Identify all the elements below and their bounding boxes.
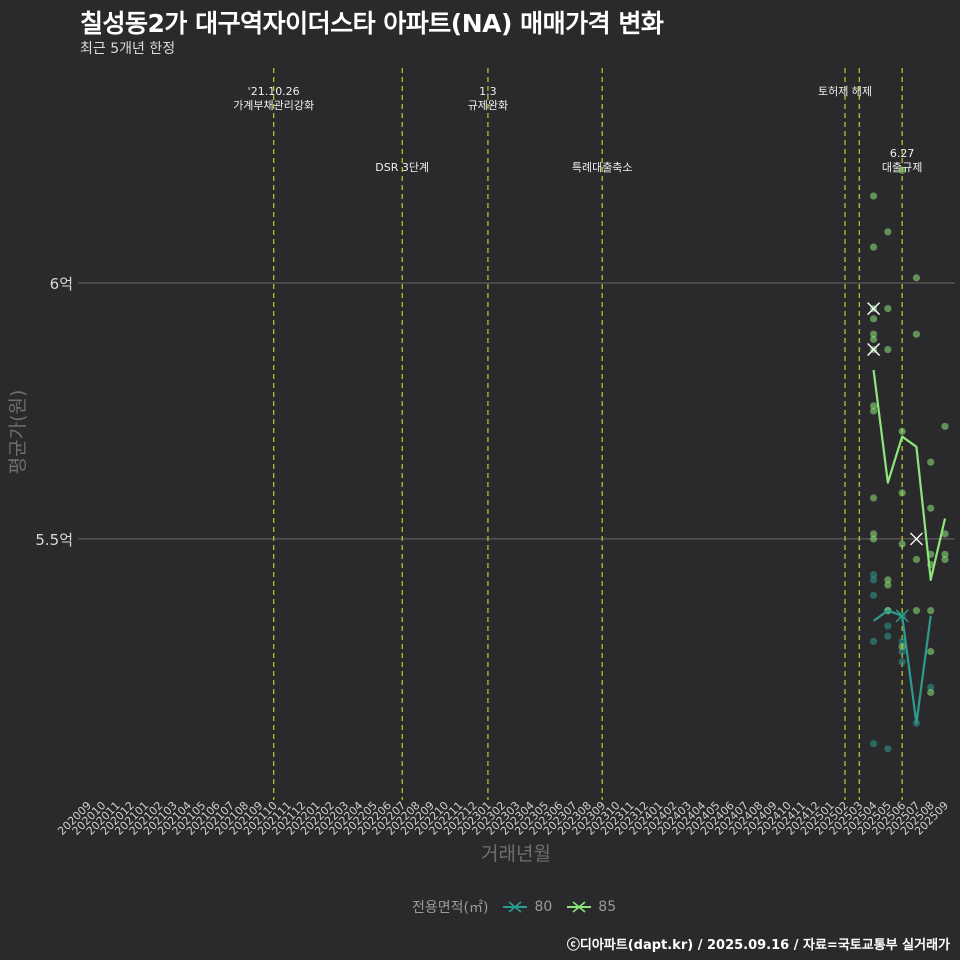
data-point-85 — [884, 304, 892, 313]
data-point-85 — [869, 192, 878, 200]
data-point-80 — [884, 745, 892, 753]
data-point-85 — [912, 274, 921, 282]
data-point-85 — [869, 243, 878, 251]
data-point-85 — [898, 166, 906, 174]
data-point-80 — [869, 740, 878, 748]
y-tick-label: 6억 — [50, 275, 73, 293]
data-point-85 — [884, 228, 892, 236]
marker-stroke — [909, 532, 923, 546]
data-point-85 — [912, 555, 921, 564]
legend-label-80: 80 — [534, 899, 553, 915]
legend-key-80 — [503, 901, 528, 913]
series-marker-80 — [895, 609, 909, 623]
legend-item-85: 85 — [566, 899, 616, 915]
event-label: DSR 3단계 — [375, 161, 429, 174]
legend-label-85: 85 — [598, 899, 617, 915]
data-point-85 — [927, 688, 935, 697]
data-point-80 — [898, 637, 906, 645]
legend-title: 전용면적(㎡) — [412, 900, 489, 916]
data-point-85 — [869, 535, 878, 543]
data-point-85 — [898, 489, 906, 497]
data-point-85 — [869, 315, 878, 323]
data-point-85 — [898, 642, 906, 651]
data-point-85 — [927, 458, 935, 466]
data-point-80 — [927, 683, 935, 691]
data-point-85 — [927, 607, 935, 615]
source-caption: ⓒ디아파트(dapt.kr) / 2025.09.16 / 자료=국토교통부 실… — [566, 938, 950, 953]
x-axis-title: 거래년월 — [481, 843, 551, 865]
data-point-80 — [898, 647, 906, 656]
data-point-85 — [869, 402, 878, 410]
data-point-85 — [898, 540, 906, 548]
event-label: 토허제 해제 — [818, 84, 872, 98]
data-point-85 — [941, 550, 949, 558]
data-point-85 — [941, 555, 949, 564]
legend-key-85 — [567, 901, 592, 913]
marker-stroke — [867, 302, 881, 316]
legend: 전용면적(㎡) 80 85 — [412, 896, 616, 918]
data-point-85 — [912, 607, 921, 615]
event-label: 1.3 규제완화 — [468, 85, 508, 112]
y-axis-title: 평균가(원) — [7, 390, 29, 475]
data-point-80 — [884, 632, 892, 640]
data-point-85 — [869, 494, 878, 502]
chart-subtitle: 최근 5개년 한정 — [80, 41, 176, 57]
series-marker-85 — [867, 343, 881, 357]
data-point-85 — [869, 530, 878, 538]
data-point-85 — [884, 581, 892, 589]
series-line-85 — [872, 369, 947, 581]
data-point-80 — [898, 658, 906, 666]
legend-item-80: 80 — [502, 899, 552, 915]
data-point-85 — [927, 647, 935, 656]
event-label: 특례대출축소 — [572, 161, 633, 174]
chart-title: 칠성동2가 대구역자이더스타 아파트(NA) 매매가격 변화 — [80, 9, 664, 38]
data-point-80 — [869, 637, 878, 645]
event-label: '21.10.26 가계부채관리강화 — [233, 85, 314, 112]
data-point-80 — [884, 622, 892, 630]
data-point-80 — [869, 571, 878, 579]
data-point-85 — [869, 330, 878, 338]
data-point-80 — [869, 591, 878, 599]
data-point-85 — [912, 330, 921, 338]
data-point-85 — [884, 345, 892, 354]
data-point-85 — [941, 530, 949, 538]
y-tick-label: 5.5억 — [35, 531, 73, 549]
data-point-85 — [869, 407, 878, 415]
data-point-85 — [941, 422, 949, 430]
data-point-85 — [869, 335, 878, 343]
series-marker-85 — [867, 302, 881, 316]
marker-stroke — [867, 343, 881, 357]
data-point-85 — [898, 427, 906, 436]
data-point-85 — [884, 576, 892, 584]
marker-stroke — [895, 609, 909, 623]
data-point-85 — [927, 504, 935, 512]
series-marker-85 — [909, 532, 923, 546]
data-point-80 — [869, 576, 878, 584]
